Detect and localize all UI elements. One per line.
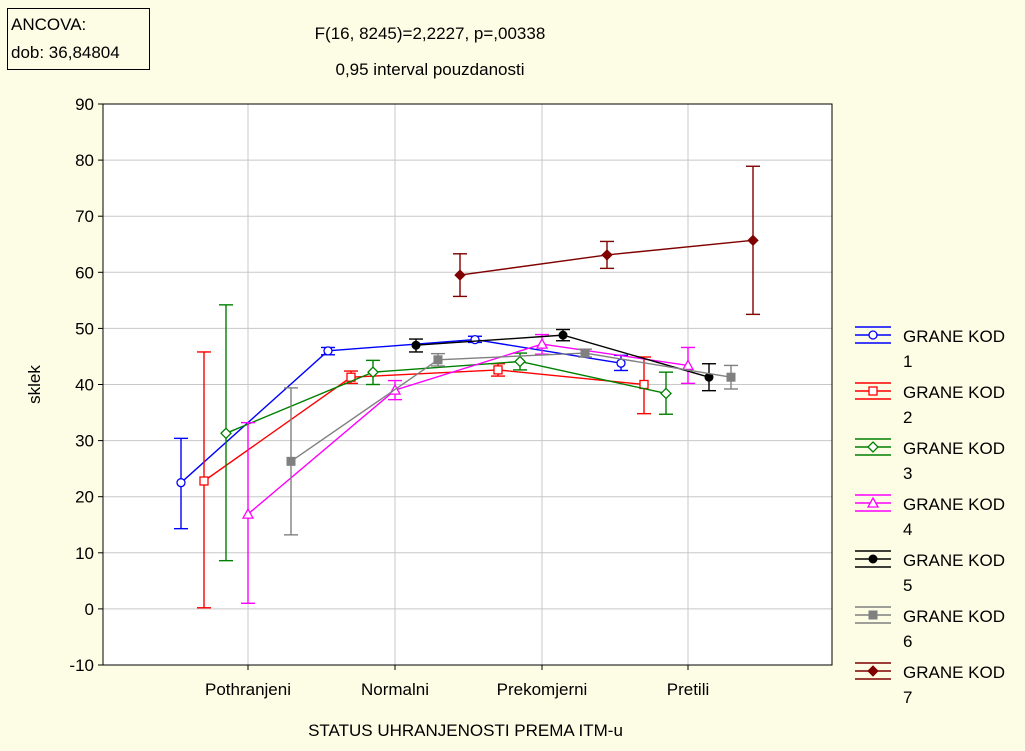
- data-point: [558, 330, 568, 340]
- data-point: [470, 334, 480, 345]
- y-tick-label: 0: [85, 600, 94, 619]
- chart-subtitle: 0,95 interval pouzdanosti: [335, 60, 525, 79]
- y-tick-label: -10: [69, 656, 94, 675]
- legend-label: GRANE KOD 7: [903, 663, 1005, 707]
- data-point: [454, 269, 466, 281]
- legend-item: GRANE KOD 4: [855, 494, 1005, 539]
- y-tick-label: 50: [75, 319, 94, 338]
- legend-marker: [867, 665, 879, 677]
- series-4: [241, 333, 695, 604]
- y-tick-label: 40: [75, 376, 94, 395]
- legend-item: GRANE KOD 2: [855, 382, 1005, 427]
- data-point: [616, 358, 626, 368]
- y-tick-label: 20: [75, 488, 94, 507]
- data-point: [660, 387, 672, 400]
- series-7: [453, 165, 760, 316]
- legend-item: GRANE KOD 3: [855, 438, 1005, 483]
- x-axis-label: STATUS UHRANJENOSTI PREMA ITM-u: [308, 721, 623, 740]
- data-point: [493, 365, 503, 375]
- data-point: [726, 372, 736, 382]
- data-point: [411, 340, 421, 350]
- series-line: [180, 338, 622, 484]
- data-point: [601, 249, 613, 261]
- annotation-line-1: ANCOVA:: [11, 15, 87, 34]
- legend-label: GRANE KOD 5: [903, 551, 1005, 595]
- data-point: [176, 478, 186, 488]
- data-point: [747, 234, 759, 247]
- series-3: [219, 304, 673, 562]
- data-point: [580, 348, 590, 358]
- legend-label: GRANE KOD 1: [903, 327, 1005, 371]
- chart-title: F(16, 8245)=2,2227, p=,00338: [314, 24, 546, 43]
- data-point: [286, 456, 296, 466]
- data-point: [535, 337, 549, 349]
- legend-marker: [868, 386, 878, 396]
- series-line: [247, 343, 689, 515]
- data-point: [639, 379, 649, 390]
- legend-marker: [868, 610, 878, 620]
- data-point: [241, 507, 255, 519]
- y-tick-label: 80: [75, 151, 94, 170]
- series-line: [290, 352, 732, 462]
- legend-label: GRANE KOD 3: [903, 439, 1005, 483]
- y-tick-label: 70: [75, 207, 94, 226]
- data-point: [323, 346, 333, 356]
- data-point: [514, 355, 526, 368]
- legend-marker: [866, 496, 880, 508]
- series-line: [203, 369, 645, 482]
- ancova-annotation: ANCOVA: dob: 36,84804: [7, 8, 150, 70]
- y-tick-label: 60: [75, 263, 94, 282]
- series-2: [197, 351, 651, 609]
- x-tick-label: Prekomjerni: [497, 680, 588, 699]
- legend-item: GRANE KOD 1: [855, 326, 1005, 371]
- annotation-line-2: dob: 36,84804: [11, 43, 120, 62]
- series-line: [225, 360, 667, 434]
- series-6: [284, 348, 738, 536]
- x-tick-label: Pretili: [667, 680, 710, 699]
- x-tick-label: Pothranjeni: [205, 680, 291, 699]
- legend-item: GRANE KOD 6: [855, 606, 1005, 651]
- y-tick-label: 30: [75, 432, 94, 451]
- legend-item: GRANE KOD 5: [855, 550, 1005, 595]
- legend-label: GRANE KOD 2: [903, 383, 1005, 427]
- data-point: [199, 476, 209, 486]
- x-tick-label: Normalni: [361, 680, 429, 699]
- legend-item: GRANE KOD 7: [855, 662, 1005, 707]
- legend-marker: [867, 441, 879, 453]
- y-tick-label: 10: [75, 544, 94, 563]
- legend-marker: [868, 330, 878, 340]
- y-tick-label: 90: [75, 95, 94, 114]
- legend-label: GRANE KOD 6: [903, 607, 1005, 651]
- data-point: [433, 355, 443, 365]
- data-point: [220, 427, 232, 440]
- series-5: [409, 328, 716, 392]
- series-1: [174, 334, 628, 530]
- data-point: [367, 366, 379, 379]
- legend-marker: [868, 554, 878, 564]
- y-axis-label: sklek: [25, 365, 44, 404]
- legend: GRANE KOD 1 GRANE KOD 2 GRANE KOD 3 GRANE KOD 4…: [855, 326, 1005, 707]
- legend-label: GRANE KOD 4: [903, 495, 1005, 539]
